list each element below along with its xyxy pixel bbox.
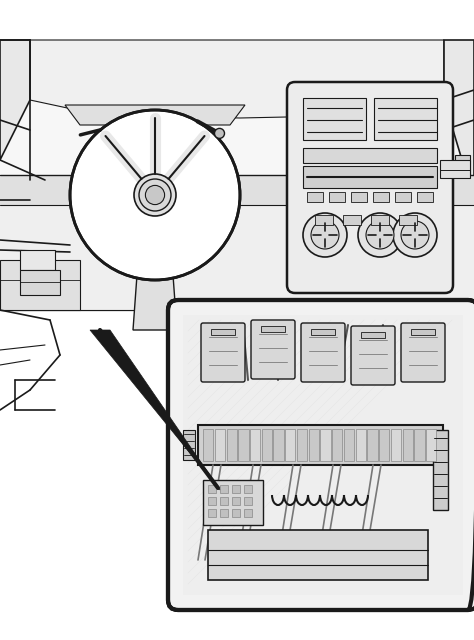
FancyBboxPatch shape — [251, 320, 295, 379]
FancyBboxPatch shape — [351, 326, 395, 385]
Bar — [332, 429, 343, 461]
Polygon shape — [30, 40, 444, 118]
Bar — [227, 429, 237, 461]
Bar — [208, 530, 428, 580]
Polygon shape — [133, 275, 177, 330]
Bar — [455, 155, 470, 175]
Bar — [244, 485, 252, 493]
Bar — [320, 429, 331, 461]
Bar — [309, 429, 319, 461]
Polygon shape — [0, 175, 474, 205]
Bar — [329, 192, 345, 202]
Bar — [220, 509, 228, 517]
Bar — [414, 429, 425, 461]
Bar — [367, 429, 378, 461]
Bar — [262, 429, 272, 461]
Bar — [399, 215, 417, 225]
Bar — [183, 430, 195, 460]
Bar — [215, 429, 225, 461]
Bar — [344, 429, 354, 461]
Polygon shape — [65, 105, 245, 125]
Bar — [395, 192, 411, 202]
Bar — [261, 326, 285, 332]
Circle shape — [70, 110, 240, 280]
Circle shape — [303, 213, 347, 257]
Polygon shape — [0, 40, 474, 310]
Bar — [232, 509, 240, 517]
FancyBboxPatch shape — [287, 82, 453, 293]
Bar — [315, 215, 333, 225]
Bar — [303, 166, 437, 188]
Circle shape — [393, 213, 437, 257]
FancyBboxPatch shape — [401, 323, 445, 382]
Bar — [374, 98, 437, 140]
Bar — [211, 329, 235, 335]
Polygon shape — [0, 205, 474, 310]
Circle shape — [146, 186, 164, 205]
Bar — [20, 250, 55, 270]
Bar — [220, 497, 228, 505]
Circle shape — [70, 110, 240, 280]
Circle shape — [401, 221, 429, 249]
Circle shape — [366, 221, 394, 249]
Bar — [198, 425, 443, 465]
Circle shape — [215, 129, 225, 138]
FancyBboxPatch shape — [168, 300, 474, 610]
Bar — [417, 192, 433, 202]
Bar — [285, 429, 295, 461]
Bar — [303, 148, 437, 163]
Bar — [232, 497, 240, 505]
Bar — [391, 429, 401, 461]
Bar — [203, 429, 213, 461]
Bar — [356, 429, 366, 461]
Bar — [411, 329, 435, 335]
Bar — [311, 329, 335, 335]
Bar — [244, 509, 252, 517]
Bar — [0, 310, 474, 640]
Bar — [273, 429, 284, 461]
Bar — [379, 429, 390, 461]
Bar — [238, 429, 248, 461]
Bar — [220, 485, 228, 493]
Bar — [303, 98, 366, 140]
Bar — [208, 485, 216, 493]
Bar — [20, 270, 60, 295]
Polygon shape — [444, 40, 474, 200]
Circle shape — [311, 221, 339, 249]
Bar — [361, 332, 385, 338]
Bar — [208, 497, 216, 505]
Bar — [351, 192, 367, 202]
Bar — [208, 509, 216, 517]
Bar — [203, 480, 263, 525]
Circle shape — [358, 213, 402, 257]
Bar — [440, 160, 470, 178]
FancyBboxPatch shape — [201, 323, 245, 382]
Bar — [343, 215, 361, 225]
Circle shape — [134, 174, 176, 216]
Circle shape — [139, 179, 171, 211]
Bar — [426, 429, 437, 461]
Polygon shape — [0, 40, 30, 160]
Bar — [244, 497, 252, 505]
Polygon shape — [90, 330, 220, 490]
Polygon shape — [0, 260, 80, 310]
Bar — [250, 429, 260, 461]
Bar — [307, 192, 323, 202]
Bar — [232, 485, 240, 493]
Circle shape — [137, 177, 173, 213]
Bar — [371, 215, 389, 225]
Polygon shape — [433, 430, 448, 510]
Bar — [403, 429, 413, 461]
FancyBboxPatch shape — [301, 323, 345, 382]
Bar — [373, 192, 389, 202]
Bar — [297, 429, 307, 461]
Bar — [183, 315, 463, 595]
